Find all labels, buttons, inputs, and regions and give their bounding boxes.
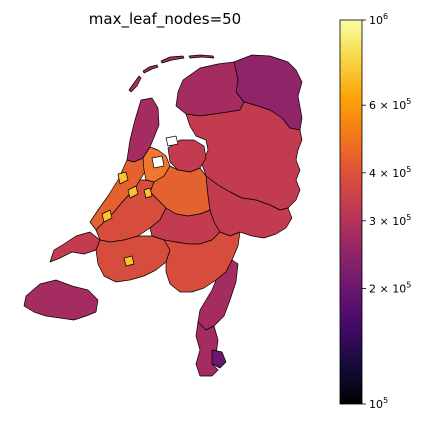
map-title: max_leaf_nodes=50 xyxy=(89,10,241,29)
region-wadden-island-2 xyxy=(142,64,159,74)
region-friesland xyxy=(175,61,245,117)
region-limburg-tip xyxy=(211,349,227,369)
region-urban-patch-2 xyxy=(127,185,139,199)
region-urban-patch-5 xyxy=(123,255,135,267)
colorbar-tick-label: 106 xyxy=(369,12,388,27)
colorbar-tick-label: 6 × 105 xyxy=(369,97,411,112)
colorbar-tick-label: 3 × 105 xyxy=(369,213,411,228)
region-limburg-south xyxy=(195,321,219,377)
colorbar-tick-label: 105 xyxy=(369,396,388,411)
region-wadden-island-1 xyxy=(128,75,142,93)
colorbar-tick-label: 2 × 105 xyxy=(369,280,411,295)
netherlands-map xyxy=(23,54,303,377)
colorbar: 106 6 × 105 4 × 105 3 × 105 2 × 105 105 xyxy=(339,12,411,411)
colorbar-tick-label: 4 × 105 xyxy=(369,165,411,180)
water-patch-2 xyxy=(165,135,179,147)
region-wadden-island-4 xyxy=(188,54,215,59)
region-wadden-island-3 xyxy=(160,55,185,64)
region-urban-patch-3 xyxy=(143,187,153,199)
region-zeeland-north xyxy=(49,231,101,263)
region-zeeland-south xyxy=(23,279,99,321)
region-limburg-north xyxy=(197,259,239,331)
water-patch-1 xyxy=(151,155,165,169)
region-urban-patch-4 xyxy=(101,209,113,223)
colorbar-ticks: 106 6 × 105 4 × 105 3 × 105 2 × 105 105 xyxy=(362,12,411,411)
region-flevoland xyxy=(167,139,207,173)
region-urban-patch-1 xyxy=(117,171,129,185)
colorbar-gradient xyxy=(339,19,363,405)
region-drenthe-overijssel xyxy=(185,101,303,211)
